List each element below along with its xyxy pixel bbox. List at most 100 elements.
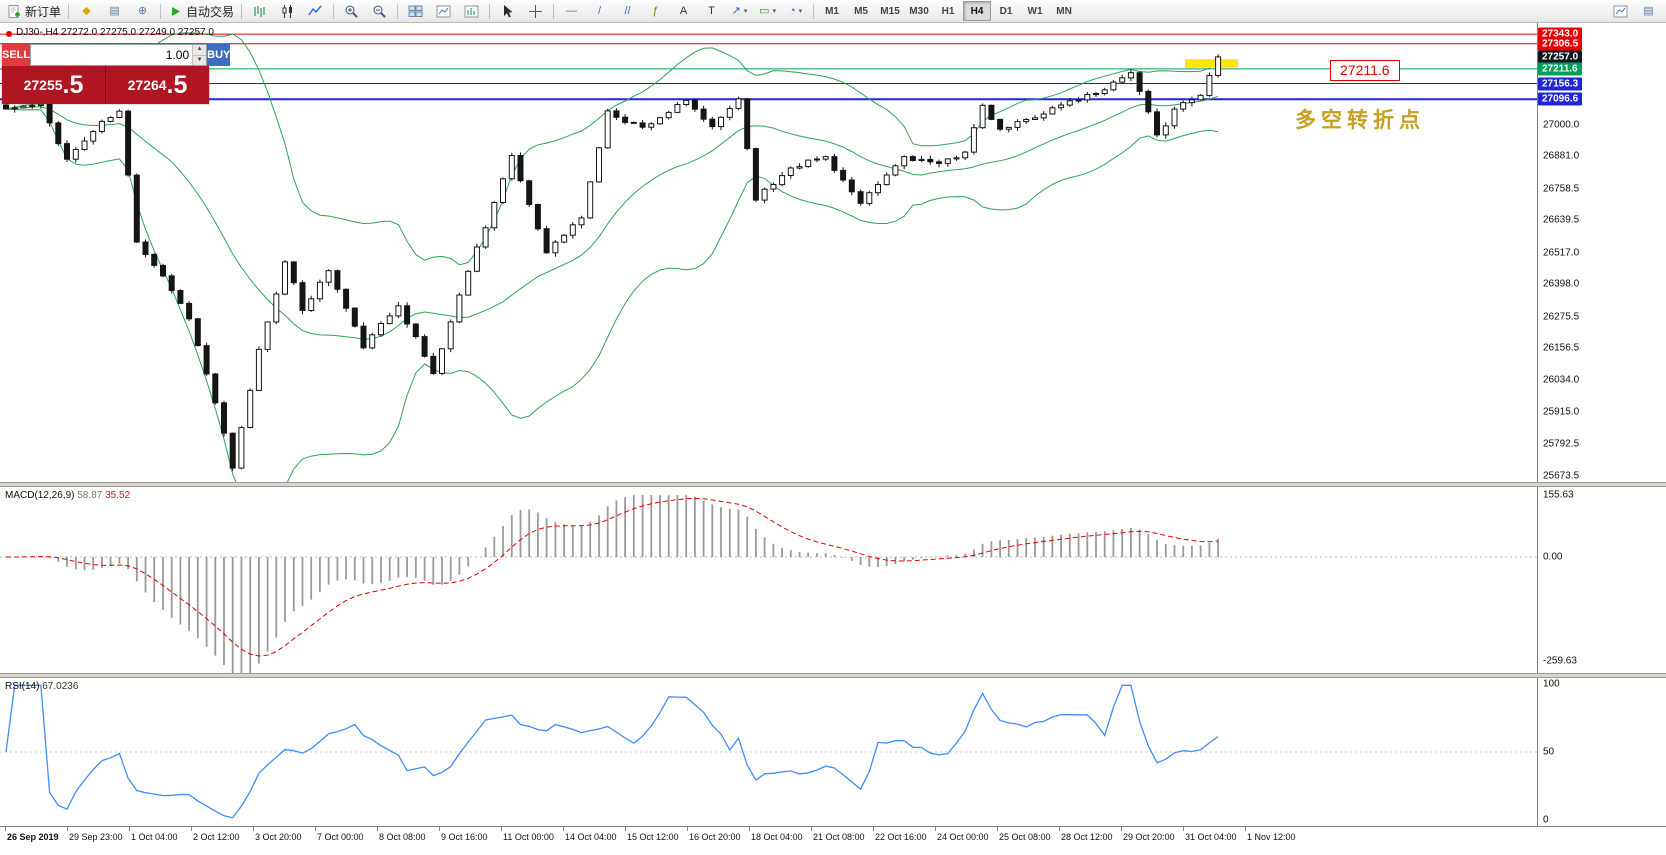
volume-decrease-button[interactable]: ▼ [193, 55, 207, 65]
timeframe-m30-button[interactable]: M30 [909, 5, 929, 17]
tile-windows-icon [408, 4, 423, 19]
indicator-window-button[interactable] [430, 1, 457, 22]
timeframe-m5-button[interactable]: M5 [854, 5, 868, 17]
horizontal-line-button[interactable]: — [558, 1, 585, 22]
metaeditor-button[interactable]: ◆ [73, 1, 100, 22]
timeframe-mn-button[interactable]: MN [1056, 5, 1072, 17]
time-tick [253, 827, 254, 831]
time-axis-label: 18 Oct 04:00 [751, 832, 803, 842]
buy-price-pips: .5 [166, 70, 188, 99]
time-tick [935, 827, 936, 831]
new-order-button-label: 新订单 [25, 4, 62, 19]
zoom-in-button[interactable] [338, 1, 365, 22]
price-chart-canvas[interactable] [0, 23, 1537, 482]
one-click-trading-panel: SELL ▲ ▼ BUY 27255.5 27264.5 [2, 44, 231, 104]
pane-separator[interactable] [0, 673, 1666, 678]
toolbar-separator [489, 3, 491, 19]
time-axis[interactable]: 26 Sep 2019 29 Sep 23:00 1 Oct 04:00 2 Oct … [0, 826, 1666, 855]
economic-calendar-button[interactable]: ⊕ [129, 1, 156, 22]
price-tag: 27306.5 [1538, 37, 1583, 51]
cycle-lines-icon: ◔ [788, 4, 796, 17]
volume-increase-button[interactable]: ▲ [193, 45, 207, 56]
template-icon [464, 4, 479, 19]
time-tick [1059, 827, 1060, 831]
macd-indicator-pane[interactable]: MACD(12,26,9) 58.87 35.52 [0, 487, 1537, 673]
text-label-icon: T [708, 4, 715, 17]
time-tick [687, 827, 688, 831]
time-axis-label: 8 Oct 08:00 [379, 832, 426, 842]
sell-button[interactable]: SELL [2, 44, 31, 66]
candlestick-chart-button[interactable] [274, 1, 301, 22]
cycle-lines-button[interactable]: ◔ ▾ [782, 1, 809, 22]
price-chart-pane[interactable]: DJ30-,H4 27272.0 27275.0 27249.0 27257.0… [0, 23, 1537, 482]
new-order-button[interactable]: 新订单 [4, 1, 64, 22]
line-chart-button[interactable] [302, 1, 329, 22]
timeframe-h4-button[interactable]: H4 [963, 1, 992, 21]
shapes-button[interactable]: ▭ ▾ [754, 1, 781, 22]
toolbar-separator [397, 3, 399, 19]
macd-axis-label: -259.63 [1543, 655, 1577, 667]
trend-line-button[interactable]: / [586, 1, 613, 22]
timeframe-m15-button[interactable]: M15 [880, 5, 900, 17]
toolbar-separator [553, 3, 555, 19]
turning-point-note[interactable]: 多空转折点 [1295, 109, 1425, 132]
price-axis[interactable]: 27000.0 26881.0 26758.5 26639.5 26517.0 26398… [1537, 23, 1666, 826]
volume-input[interactable] [31, 45, 193, 65]
auto-trading-icon [168, 4, 183, 19]
macd-title: MACD(12,26,9) 58.87 35.52 [5, 490, 130, 501]
print-icon: ▤ [109, 4, 120, 17]
fibonacci-button[interactable]: ƒ [642, 1, 669, 22]
sell-price-button[interactable]: 27255.5 [2, 66, 106, 104]
fibonacci-icon: ƒ [652, 4, 659, 17]
time-tick [1121, 827, 1122, 831]
buy-button[interactable]: BUY [207, 44, 231, 66]
window-menu-button[interactable]: ▤ [1635, 1, 1662, 22]
text-label-button[interactable]: T [698, 1, 725, 22]
auto-trading-button-label: 自动交易 [186, 4, 235, 19]
price-tick-label: 26156.5 [1543, 342, 1580, 354]
price-tick-label: 26639.5 [1543, 214, 1580, 226]
auto-trading-button[interactable]: 自动交易 [165, 1, 237, 22]
price-tick-label: 26758.5 [1543, 183, 1580, 195]
template-button[interactable] [458, 1, 485, 22]
new-chart-button[interactable] [1607, 1, 1634, 22]
new-order-icon [7, 4, 22, 19]
timeframe-m1-button[interactable]: M1 [825, 5, 839, 17]
turning-point-price-label[interactable]: 27211.6 [1330, 60, 1400, 81]
time-tick [377, 827, 378, 831]
price-tag: 27096.6 [1538, 92, 1583, 106]
rsi-indicator-pane[interactable]: RSI(14) 67.0236 [0, 678, 1537, 826]
buy-price-button[interactable]: 27264.5 [106, 66, 209, 104]
text-button[interactable]: A [670, 1, 697, 22]
economic-calendar-icon: ⊕ [137, 4, 148, 17]
time-axis-label: 15 Oct 12:00 [627, 832, 679, 842]
price-tick-label: 27000.0 [1543, 119, 1580, 131]
zoom-out-button[interactable] [366, 1, 393, 22]
bar-chart-button[interactable] [246, 1, 273, 22]
crosshair-button[interactable] [522, 1, 549, 22]
timeframe-h1-button[interactable]: H1 [941, 5, 955, 17]
trend-line-icon: / [598, 4, 602, 17]
print-button[interactable]: ▤ [101, 1, 128, 22]
time-axis-label: 9 Oct 16:00 [441, 832, 488, 842]
time-axis-label: 11 Oct 00:00 [503, 832, 554, 842]
rsi-name: RSI(14) [5, 681, 40, 692]
tile-windows-button[interactable] [402, 1, 429, 22]
time-tick [563, 827, 564, 831]
rsi-canvas[interactable] [0, 678, 1537, 826]
timeframe-w1-button[interactable]: W1 [1027, 5, 1043, 17]
macd-canvas[interactable] [0, 487, 1537, 673]
time-axis-label: 28 Oct 12:00 [1061, 832, 1113, 842]
time-axis-label: 26 Sep 2019 [7, 832, 59, 842]
chevron-down-icon: ▾ [743, 8, 748, 15]
time-tick [1245, 827, 1246, 831]
time-tick [67, 827, 68, 831]
pane-separator[interactable] [0, 482, 1666, 487]
equidistant-channel-button[interactable]: // [614, 1, 641, 22]
cursor-button[interactable] [494, 1, 521, 22]
price-tag: 27156.3 [1538, 77, 1583, 90]
timeframe-d1-button[interactable]: D1 [999, 5, 1013, 17]
time-tick [873, 827, 874, 831]
arrow-tools-button[interactable]: ↗ ▾ [726, 1, 753, 22]
